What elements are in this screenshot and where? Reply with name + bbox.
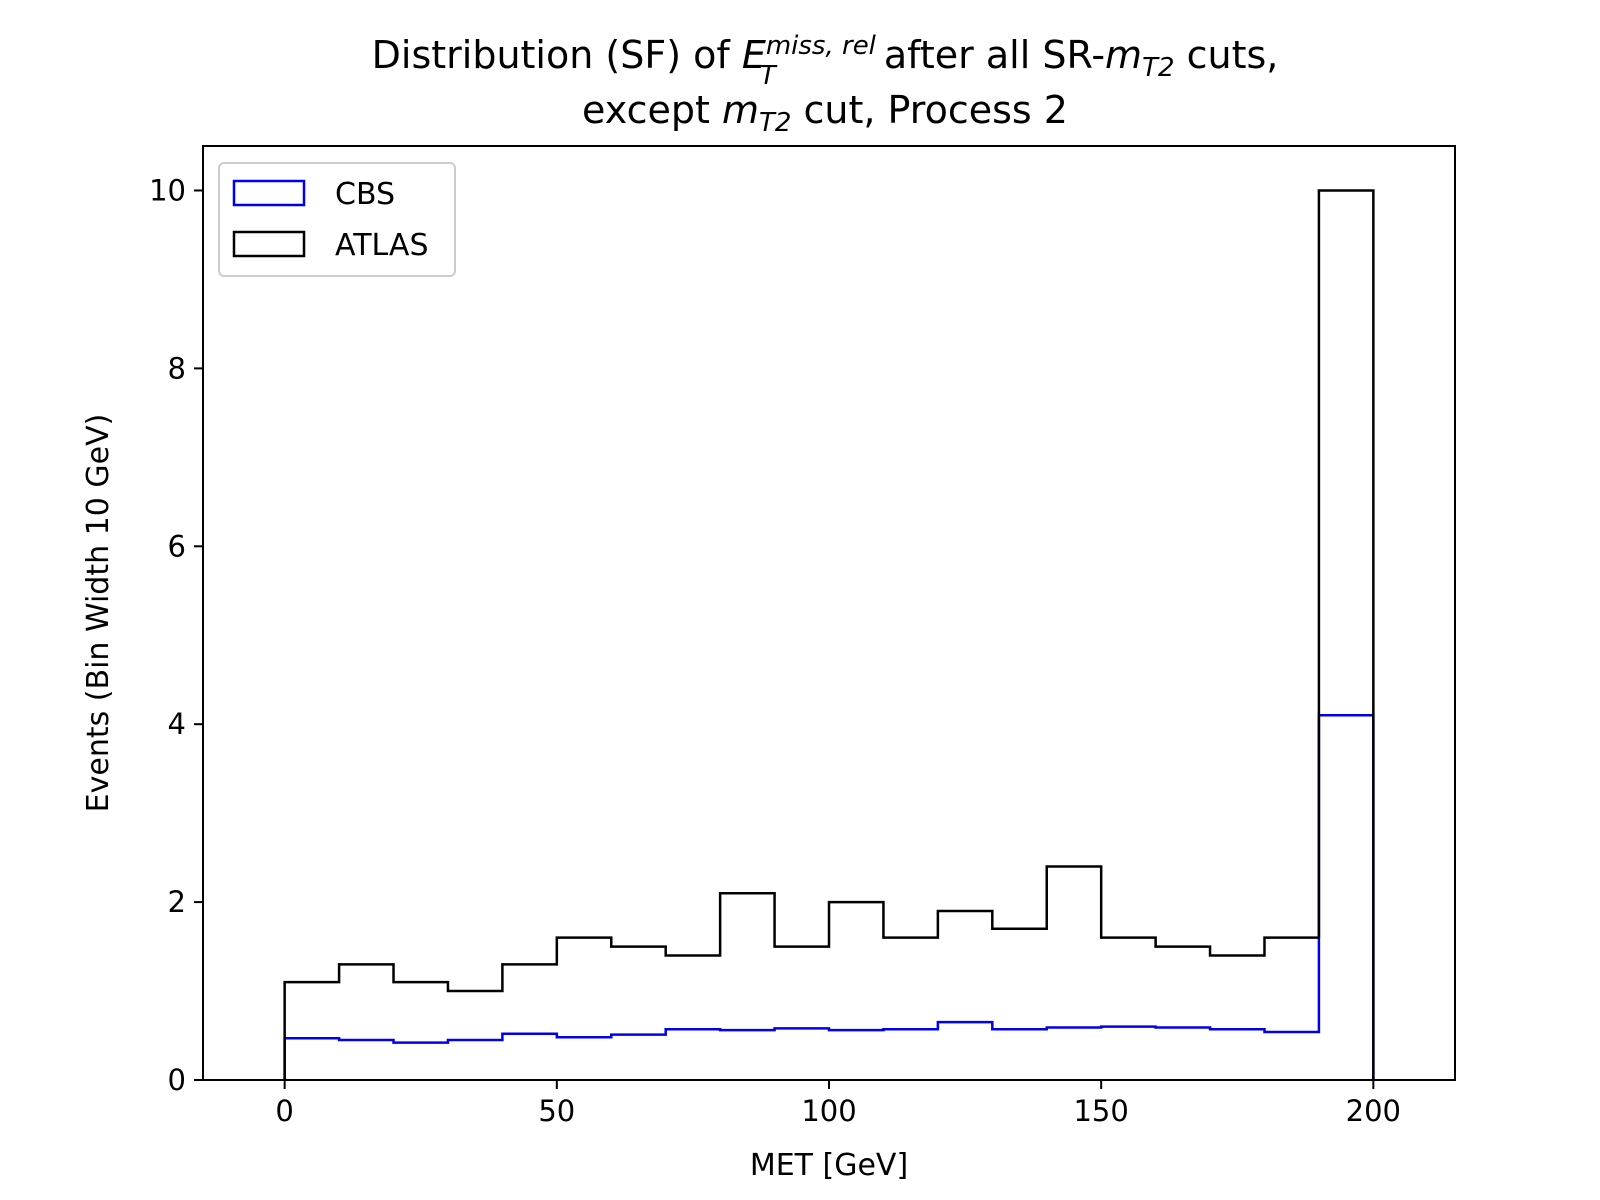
x-axis-label: MET [GeV]: [750, 1148, 908, 1183]
x-tick-label: 50: [538, 1094, 575, 1128]
x-tick-label: 150: [1073, 1094, 1128, 1128]
series-layer: [283, 189, 1375, 1080]
y-tick-label: 10: [149, 173, 186, 207]
y-tick-label: 2: [168, 885, 186, 919]
y-tick-label: 4: [168, 707, 186, 741]
legend-label-atlas: ATLAS: [335, 228, 429, 263]
x-tick-label: 200: [1346, 1094, 1401, 1128]
x-axis-ticks: 0 50 100 150 200: [275, 1080, 1401, 1128]
plot-area: 0 50 100 150 200 0 2 4 6 8 10: [149, 145, 1456, 1128]
y-tick-label: 6: [168, 529, 186, 563]
y-axis-label: Events (Bin Width 10 GeV): [81, 414, 116, 813]
y-axis-ticks: 0 2 4 6 8 10: [149, 173, 203, 1097]
legend-box: [218, 162, 456, 277]
chart-title-line1: Distribution (SF) of Emiss, rel T after a…: [372, 31, 1279, 91]
x-tick-label: 100: [801, 1094, 856, 1128]
legend: CBS ATLAS: [218, 162, 456, 277]
x-tick-label: 0: [275, 1094, 293, 1128]
y-tick-label: 0: [168, 1063, 186, 1097]
series-atlas-step: [283, 189, 1375, 1080]
legend-label-cbs: CBS: [335, 177, 395, 212]
chart-title: Distribution (SF) of Emiss, rel T after a…: [372, 31, 1279, 138]
y-tick-label: 8: [168, 351, 186, 385]
legend-swatch-cbs: [232, 179, 306, 207]
chart-title-line2: except mT2 cut, Process 2: [582, 88, 1068, 138]
legend-swatch-atlas: [232, 230, 306, 258]
series-cbs-step: [283, 714, 1375, 1080]
